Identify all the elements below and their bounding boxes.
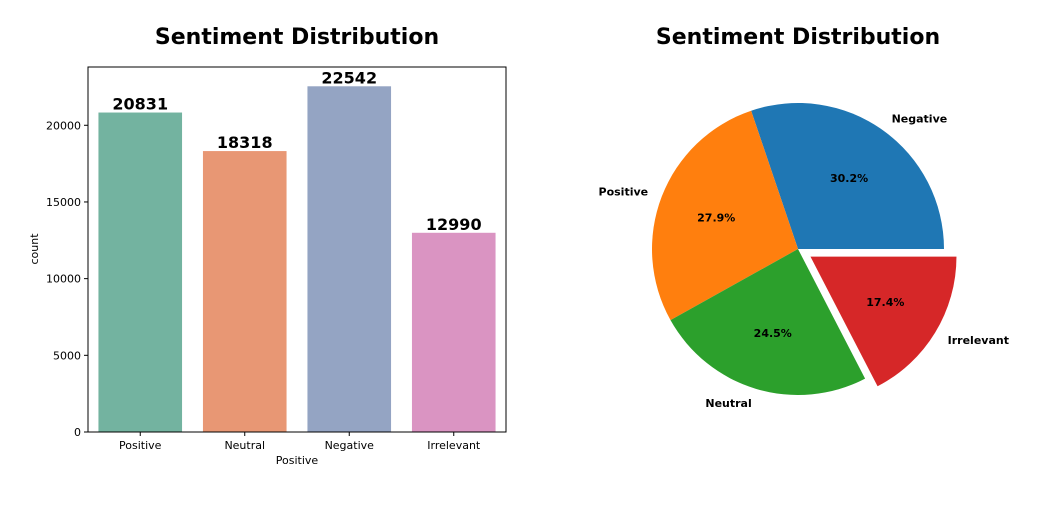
bar-group: 20831 18318 22542 12990 — [98, 68, 496, 433]
y-axis-ticks: 0 5000 10000 15000 20000 — [46, 119, 88, 439]
data-label-neutral: 18318 — [217, 133, 273, 152]
y-tick-label: 5000 — [53, 349, 81, 362]
pie-chart: Sentiment Distribution 30.2% Negative 27.9… — [599, 25, 1009, 410]
pie-chart-title: Sentiment Distribution — [656, 25, 940, 50]
plot-frame — [87, 66, 507, 433]
y-tick-label: 20000 — [46, 119, 81, 132]
bar-negative — [307, 86, 392, 433]
bar-irrelevant — [411, 232, 496, 432]
pie-label-positive: Positive — [599, 185, 649, 198]
bar-chart-title: Sentiment Distribution — [155, 25, 439, 50]
pie-slice-positive — [652, 110, 798, 321]
percent-label-neutral: 24.5% — [754, 327, 792, 340]
y-tick-label: 15000 — [46, 196, 81, 209]
data-label-irrelevant: 12990 — [426, 215, 482, 234]
bar-neutral — [202, 151, 287, 432]
x-axis-label: Positive — [276, 454, 319, 467]
pie-slice-negative — [751, 103, 944, 249]
bar-chart: Sentiment Distribution 20831 18318 22542 12… — [28, 25, 507, 467]
x-tick-label: Negative — [325, 439, 375, 452]
pie-label-irrelevant: Irrelevant — [948, 334, 1009, 347]
data-label-positive: 20831 — [112, 95, 168, 114]
percent-label-irrelevant: 17.4% — [866, 296, 904, 309]
pie-slice-neutral — [670, 249, 866, 395]
x-tick-label: Neutral — [224, 439, 265, 452]
x-axis-ticks: Positive Neutral Negative Irrelevant — [119, 432, 481, 452]
x-tick-label: Irrelevant — [427, 439, 481, 452]
y-axis-label: count — [28, 233, 41, 265]
percent-label-negative: 30.2% — [830, 172, 868, 185]
data-label-negative: 22542 — [321, 68, 377, 87]
y-tick-label: 0 — [74, 426, 81, 439]
x-tick-label: Positive — [119, 439, 162, 452]
percent-label-positive: 27.9% — [697, 212, 735, 225]
y-tick-label: 10000 — [46, 273, 81, 286]
pie-slices: 30.2% Negative 27.9% Positive 24.5% Neutral 17… — [599, 103, 1009, 410]
bar-positive — [98, 112, 183, 432]
pie-slice-irrelevant — [810, 256, 957, 387]
pie-label-neutral: Neutral — [705, 397, 751, 410]
pie-label-negative: Negative — [892, 112, 948, 125]
